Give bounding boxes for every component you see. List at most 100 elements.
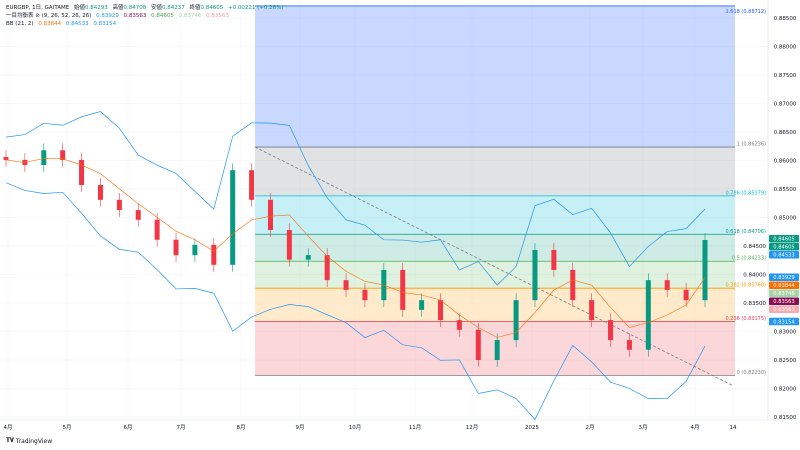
candle-body	[135, 210, 141, 220]
candle-body	[645, 280, 651, 350]
fib-zone	[255, 288, 735, 322]
ichimoku-value: 0.84605	[151, 13, 174, 19]
ichimoku-value: 0.83563	[123, 13, 147, 19]
y-tick-label: 0.84000	[743, 273, 766, 279]
bb-lower-value: 0.83154	[93, 21, 117, 27]
x-tick-label: 4月	[4, 424, 13, 431]
candle-body	[324, 255, 330, 281]
trend-line	[254, 146, 734, 387]
x-tick-label: 7月	[177, 424, 186, 431]
candle-body	[211, 244, 217, 265]
x-tick-label: 11月	[409, 424, 422, 431]
y-tick-label: 0.86500	[774, 130, 797, 136]
price-badge-bg	[769, 297, 799, 306]
fib-level-label: 1 (0.86236)	[737, 142, 766, 148]
x-tick-label: 4月	[691, 424, 700, 431]
candle-body	[419, 300, 425, 310]
bb-basis-value: 0.83844	[38, 21, 62, 27]
brand-label[interactable]: TradingView	[15, 437, 53, 445]
candle-body	[192, 244, 198, 256]
fib-zone	[255, 5, 735, 148]
footer: 𝐓𝐕 TradingView	[6, 437, 52, 445]
y-tick-label: 0.83500	[743, 301, 766, 307]
close-label: 終値	[189, 5, 201, 11]
x-tick-label: 3月	[639, 424, 648, 431]
candle-body	[626, 340, 632, 350]
bb-upper-line	[5, 111, 706, 286]
price-chart[interactable]: 0.88500 0.88000 0.87500 0.87000 0.86500 0.860…	[0, 0, 800, 432]
open-label: 始値	[73, 5, 85, 11]
candle-body	[570, 269, 576, 301]
x-tick-label: 5月	[63, 424, 72, 431]
fib-level-label: 0.5 (0.84233)	[732, 256, 766, 262]
price-badge-bg	[769, 273, 799, 282]
change-value: +0.00221 (+0.26%)	[228, 5, 284, 11]
price-badge: 0.84533	[769, 251, 799, 259]
candle-body	[513, 300, 519, 341]
fib-level-label: 0.618 (0.84706)	[726, 229, 767, 235]
price-badge: 0.83746	[769, 289, 799, 297]
y-tick-label: 0.86000	[774, 159, 797, 165]
candle-body	[173, 239, 179, 256]
ichimoku-label[interactable]: 一目均衡表 ⊘ (9, 26, 52, 26, 26)	[6, 13, 92, 19]
close-value: 0.84605	[200, 5, 224, 11]
y-tick-label: 0.84500	[743, 244, 766, 250]
candle-body	[589, 300, 595, 321]
price-badge-label: 0.83563	[773, 307, 794, 313]
candle-body	[608, 320, 614, 341]
candle-body	[79, 159, 85, 186]
bb-upper-value: 0.84533	[65, 21, 89, 27]
fib-zone	[255, 234, 735, 262]
legend-bb-row: BB (21, 2) 0.83844 0.84533 0.83154	[6, 20, 287, 28]
candle-body	[362, 289, 368, 301]
y-tick-label: 0.88000	[774, 45, 797, 51]
symbol-label[interactable]: EURGBP, 1日, GAITAME	[6, 5, 70, 11]
y-tick-label: 0.87500	[774, 73, 797, 79]
price-badge-label: 0.83929	[773, 275, 794, 281]
price-badge-label: 0.84533	[773, 253, 794, 259]
price-badge-label: 0.84605	[773, 237, 794, 243]
bb-label[interactable]: BB (21, 2)	[6, 21, 34, 27]
tradingview-logo-icon: 𝐓𝐕	[6, 437, 14, 444]
x-tick-label: 9月	[296, 424, 305, 431]
price-badge: 0.84605	[769, 243, 799, 251]
x-tick-label: 2月	[586, 424, 595, 431]
candle-body	[532, 249, 538, 301]
candle-body	[154, 219, 160, 240]
x-tick-label: 10月	[349, 424, 362, 431]
candle-body	[97, 185, 103, 200]
y-tick-label: 0.81500	[774, 415, 797, 421]
fib-zone	[255, 147, 735, 196]
fib-zone	[255, 261, 735, 289]
price-badge: 0.83563	[769, 305, 799, 313]
fib-level-label: 0 (0.82230)	[737, 370, 766, 376]
candle-body	[305, 255, 311, 260]
candle-body	[475, 329, 481, 360]
price-badge-bg	[769, 281, 799, 290]
low-value: 0.84237	[162, 5, 185, 11]
price-badge-label: 0.83154	[773, 319, 795, 325]
chart-legend: EURGBP, 1日, GAITAME 始値0.84293 高値0.84708 …	[6, 4, 287, 28]
x-tick-label: 12月	[466, 424, 479, 431]
ichimoku-value: 0.83929	[96, 13, 119, 19]
candle-body	[116, 199, 122, 211]
y-tick-label: 0.85500	[774, 187, 797, 193]
legend-symbol-row: EURGBP, 1日, GAITAME 始値0.84293 高値0.84708 …	[6, 4, 287, 12]
candle-body	[702, 240, 708, 301]
y-tick-label: 0.82500	[774, 358, 797, 364]
price-badge: 0.83844	[769, 281, 799, 290]
fib-level-label: 0.236 (0.83175)	[726, 316, 767, 322]
y-tick-label: 0.85000	[774, 216, 797, 222]
fib-level-label: 0.786 (0.85379)	[726, 190, 767, 196]
open-value: 0.84293	[85, 5, 108, 11]
x-tick-label: 14	[730, 425, 737, 431]
price-badge-label: 0.83746	[773, 291, 794, 297]
y-tick-label: 0.87000	[774, 102, 797, 108]
candle-body	[230, 170, 236, 265]
legend-ichimoku-row: 一目均衡表 ⊘ (9, 26, 52, 26, 26) 0.83929 0.83…	[6, 12, 287, 20]
bb-lower-line	[5, 182, 706, 421]
price-badge-bg	[769, 235, 799, 243]
y-tick-label: 0.82000	[774, 387, 797, 393]
y-tick-label: 0.83000	[774, 330, 797, 336]
price-badge-label: 0.84605	[773, 245, 794, 251]
